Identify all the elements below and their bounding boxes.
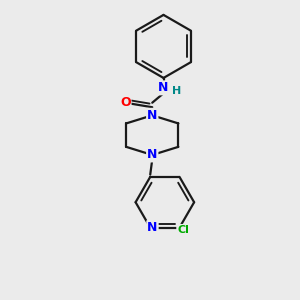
Text: O: O: [120, 96, 130, 109]
Text: N: N: [158, 81, 169, 94]
Text: Cl: Cl: [177, 225, 189, 235]
Text: N: N: [147, 109, 158, 122]
Text: H: H: [172, 86, 182, 97]
Text: N: N: [147, 148, 158, 161]
Text: N: N: [147, 221, 158, 234]
